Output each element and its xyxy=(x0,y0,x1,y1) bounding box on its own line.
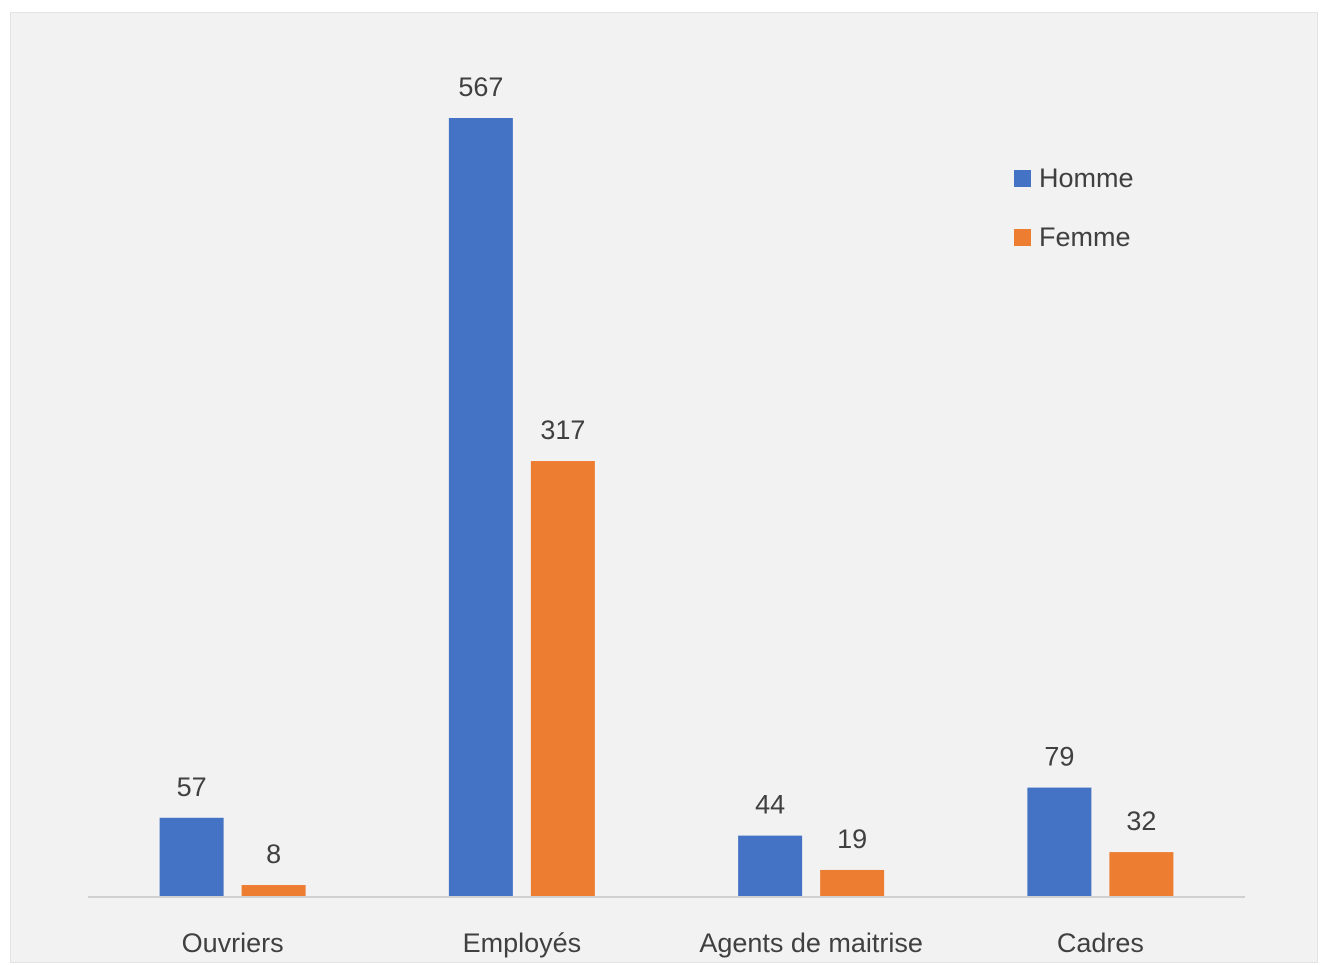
bars-layer xyxy=(159,118,1174,896)
bar-femme-2 xyxy=(820,869,885,896)
x-tick-label-3: Cadres xyxy=(1057,928,1144,958)
x-tick-label-1: Employés xyxy=(463,928,582,958)
data-label-homme-1: 567 xyxy=(458,72,503,102)
bar-homme-0 xyxy=(159,817,224,896)
data-label-homme-2: 44 xyxy=(755,790,785,820)
data-label-homme-3: 79 xyxy=(1044,742,1074,772)
chart-area xyxy=(10,12,1318,963)
legend-swatch-femme xyxy=(1014,229,1031,246)
data-labels-layer: 57 8 567 317 44 19 79 32 xyxy=(177,72,1157,869)
legend-swatch-homme xyxy=(1014,170,1031,187)
bar-femme-1 xyxy=(530,461,595,896)
bar-femme-3 xyxy=(1109,852,1174,896)
data-label-femme-2: 19 xyxy=(837,824,867,854)
bar-homme-2 xyxy=(738,835,803,896)
legend-label-femme: Femme xyxy=(1039,222,1131,252)
data-label-femme-0: 8 xyxy=(266,839,281,869)
bar-homme-1 xyxy=(448,118,513,896)
bar-femme-0 xyxy=(241,885,306,896)
legend-label-homme: Homme xyxy=(1039,163,1134,193)
data-label-femme-3: 32 xyxy=(1126,806,1156,836)
x-tick-label-2: Agents de maitrise xyxy=(699,928,923,958)
data-label-femme-1: 317 xyxy=(540,415,585,445)
x-tick-label-0: Ouvriers xyxy=(182,928,284,958)
legend: Homme Femme xyxy=(1014,163,1134,252)
x-tick-labels: Ouvriers Employés Agents de maitrise Cadres xyxy=(182,928,1144,958)
data-label-homme-0: 57 xyxy=(177,772,207,802)
bar-homme-3 xyxy=(1027,787,1092,896)
